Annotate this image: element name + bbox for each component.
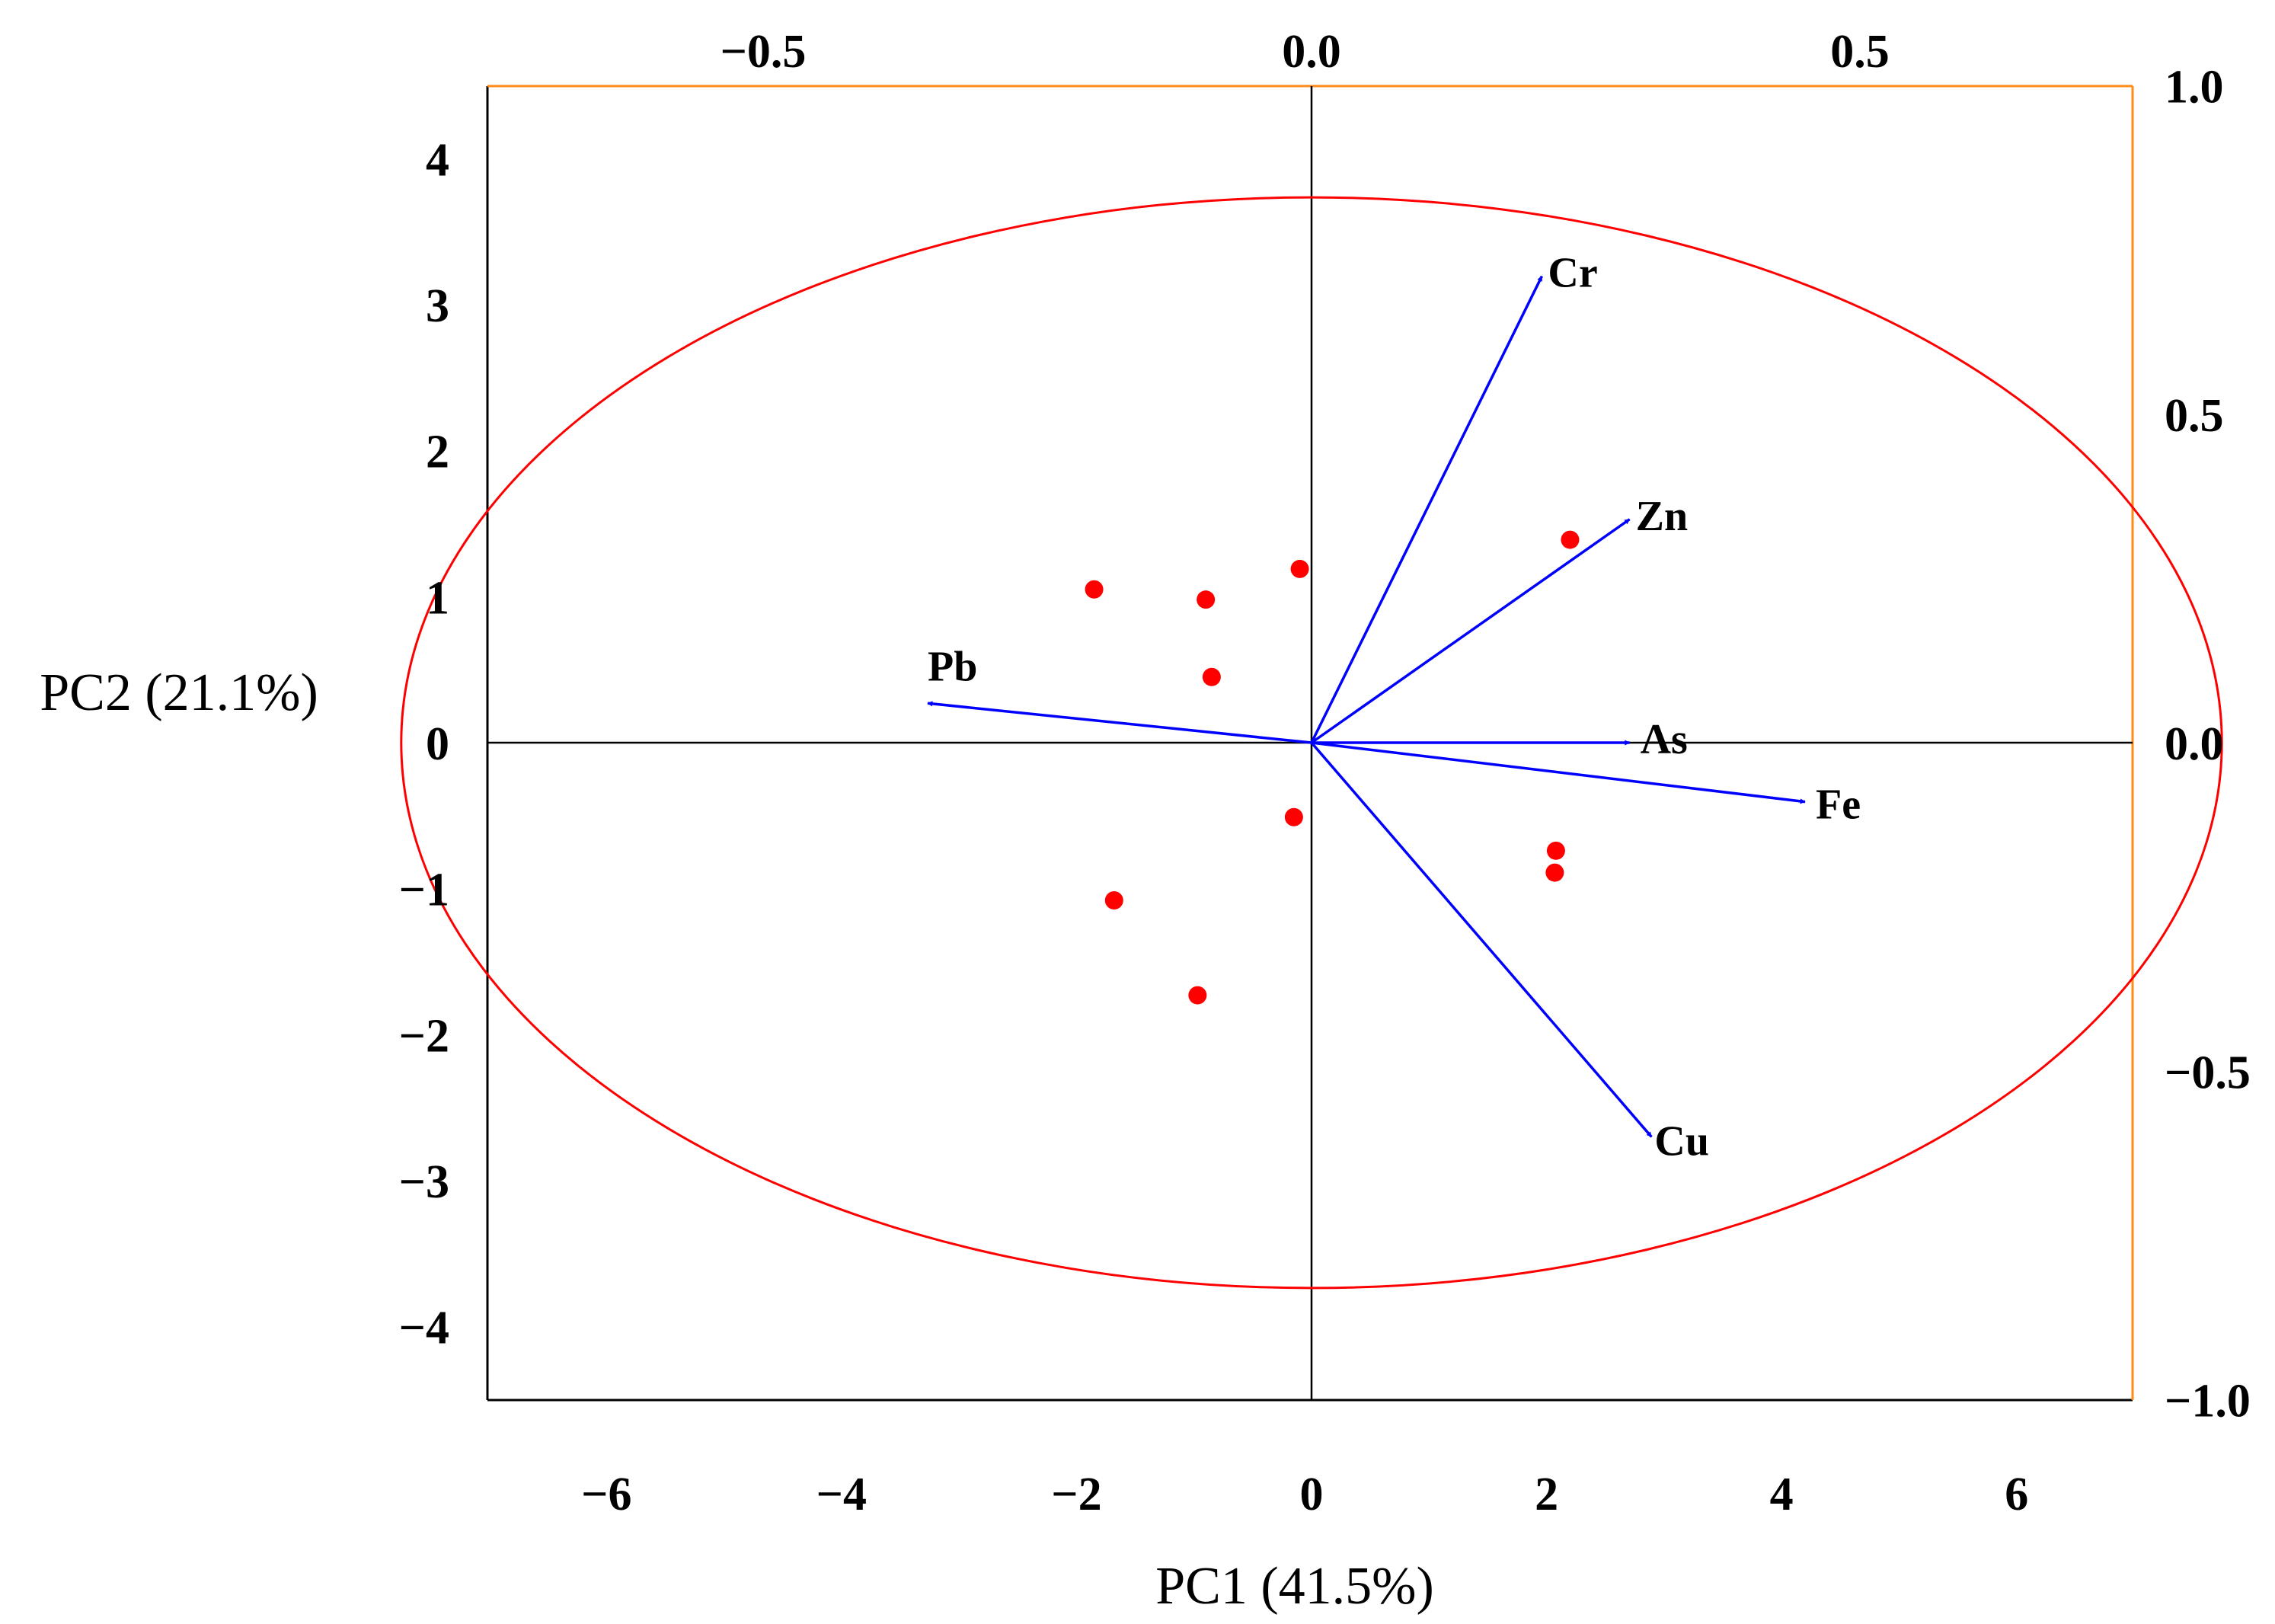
- loading-arrow-fe: [1311, 741, 1806, 804]
- x-tick-label: 4: [1770, 1469, 1794, 1520]
- x-tick-label: −4: [816, 1469, 867, 1520]
- loading-label-cu: Cu: [1654, 1118, 1709, 1165]
- x-tick-label: 6: [2005, 1469, 2028, 1520]
- score-point-10: [1188, 986, 1207, 1005]
- right-tick-label: 1.0: [2165, 62, 2224, 113]
- top-tick-label: −0.5: [721, 26, 807, 78]
- score-point-1: [1085, 580, 1104, 599]
- left-axis-ticks: −4 −3 −2 −1 0 1 2 3 4: [399, 134, 449, 1354]
- loading-label-cr: Cr: [1548, 250, 1597, 297]
- y-tick-label: −3: [399, 1156, 449, 1208]
- y-tick-label: 3: [426, 280, 449, 332]
- y-axis-title: PC2 (21.1%): [40, 663, 318, 722]
- right-tick-label: −1.0: [2165, 1376, 2251, 1427]
- correlation-circle: [400, 196, 2223, 1290]
- loading-arrow-zn: [1310, 518, 1631, 744]
- loading-arrow-pb: [927, 701, 1312, 744]
- loading-arrow-cr: [1310, 275, 1543, 743]
- right-axis-ticks: 1.0 0.5 0.0 −0.5 −1.0: [2165, 62, 2251, 1427]
- score-point-3: [1290, 559, 1309, 578]
- x-tick-label: −6: [581, 1469, 631, 1520]
- score-point-2: [1197, 590, 1216, 609]
- y-tick-label: −4: [399, 1303, 449, 1354]
- right-tick-label: 0.0: [2165, 718, 2224, 770]
- bottom-axis-ticks: −6 −4 −2 0 2 4 6: [581, 1469, 2028, 1520]
- loading-vectors: [927, 275, 1806, 1138]
- loading-label-as: As: [1641, 716, 1688, 763]
- x-tick-label: 2: [1535, 1469, 1558, 1520]
- top-tick-label: 0.0: [1282, 26, 1341, 78]
- loading-labels: Cr Zn Pb As Fe Cu: [928, 250, 1861, 1165]
- y-tick-label: 2: [426, 427, 449, 478]
- correlation-circle-layer: [400, 196, 2223, 1290]
- score-point-6: [1284, 807, 1303, 826]
- score-point-4: [1202, 667, 1221, 686]
- y-tick-label: 0: [426, 718, 449, 770]
- score-point-5: [1561, 530, 1580, 549]
- loading-label-fe: Fe: [1816, 782, 1861, 829]
- score-point-8: [1545, 863, 1564, 882]
- top-axis-ticks: −0.5 0.0 0.5: [721, 26, 1890, 78]
- x-axis-title: PC1 (41.5%): [1155, 1557, 1434, 1616]
- score-points: [1085, 530, 1580, 1005]
- loading-arrow-cu: [1310, 741, 1653, 1138]
- score-point-7: [1546, 841, 1565, 860]
- top-tick-label: 0.5: [1830, 26, 1890, 78]
- y-tick-label: 4: [426, 134, 449, 186]
- score-point-9: [1104, 891, 1123, 910]
- x-tick-label: 0: [1300, 1469, 1324, 1520]
- loading-label-pb: Pb: [928, 643, 977, 690]
- loading-label-zn: Zn: [1636, 493, 1689, 540]
- right-tick-label: 0.5: [2165, 390, 2224, 442]
- right-tick-label: −0.5: [2165, 1047, 2251, 1098]
- y-tick-label: −2: [399, 1010, 449, 1062]
- x-tick-label: −2: [1051, 1469, 1101, 1520]
- y-tick-label: −1: [399, 865, 449, 916]
- y-tick-label: 1: [426, 572, 449, 624]
